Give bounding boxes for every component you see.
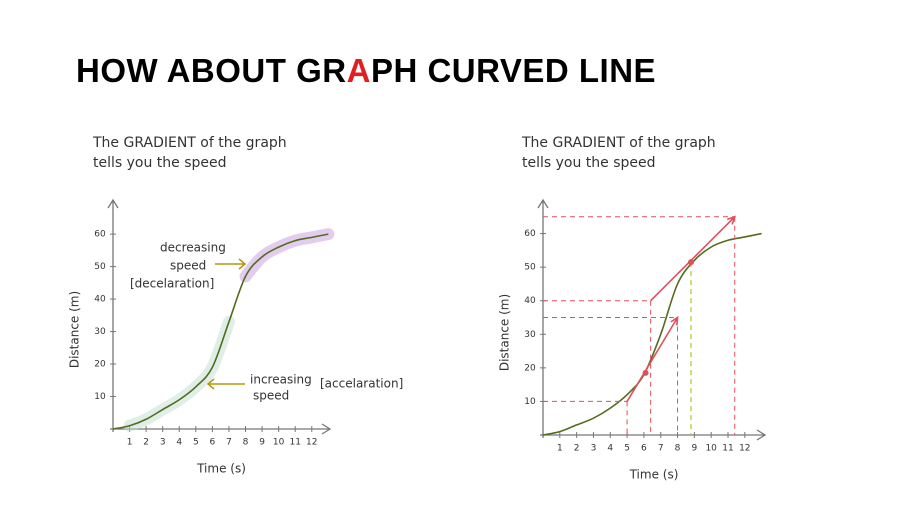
subtitle: tells you the speed [93, 155, 227, 171]
tangent [650, 215, 737, 302]
y-tick-label: 10 [524, 397, 536, 407]
acceleration-highlight [123, 315, 235, 432]
tangent [626, 315, 679, 402]
y-tick-label: 60 [524, 229, 536, 239]
x-tick-label: 11 [289, 438, 300, 448]
annotation: increasing [250, 373, 312, 387]
axis [540, 429, 767, 441]
title-part: A [346, 52, 371, 89]
x-tick-label: 5 [624, 444, 630, 454]
x-tick-label: 1 [127, 438, 133, 448]
axis [107, 198, 119, 432]
annotation: [accelaration] [320, 377, 403, 391]
x-tick-label: 12 [306, 438, 317, 448]
x-tick-label: 4 [176, 438, 182, 448]
x-tick-label: 3 [591, 444, 597, 454]
axis [110, 423, 332, 435]
x-tick-label: 8 [243, 438, 249, 448]
y-axis-label: Distance (m) [68, 291, 82, 368]
x-tick-label: 6 [641, 444, 647, 454]
y-tick-label: 20 [524, 363, 536, 373]
x-tick-label: 7 [658, 444, 664, 454]
x-tick-label: 6 [210, 438, 216, 448]
x-tick-label: 9 [691, 444, 697, 454]
x-tick-label: 10 [705, 444, 717, 454]
x-tick-label: 3 [160, 438, 166, 448]
point [642, 369, 649, 376]
curve [112, 233, 329, 430]
x-tick-label: 1 [557, 444, 563, 454]
x-tick-label: 12 [739, 444, 750, 454]
y-tick-label: 50 [524, 263, 536, 273]
annotation: speed [170, 259, 206, 273]
curve [542, 232, 762, 436]
annotation-arrow [206, 378, 245, 390]
annotation: speed [253, 389, 289, 403]
title-part: PH CURVED LINE [370, 52, 657, 89]
x-axis-label: Time (s) [629, 468, 679, 482]
x-axis-label: Time (s) [196, 462, 246, 476]
chart: The GRADIENT of the graph tells you the s… [68, 135, 404, 476]
subtitle: The GRADIENT of the graph [521, 135, 716, 151]
y-tick-label: 40 [94, 295, 106, 305]
x-tick-label: 7 [226, 438, 232, 448]
y-axis-label: Distance (m) [498, 294, 512, 371]
y-tick-label: 40 [524, 296, 536, 306]
x-tick-label: 10 [273, 438, 285, 448]
y-tick-label: 30 [524, 330, 536, 340]
x-tick-label: 9 [259, 438, 265, 448]
subtitle: The GRADIENT of the graph [92, 135, 287, 151]
x-tick-label: 8 [675, 444, 681, 454]
x-tick-label: 2 [143, 438, 149, 448]
slide-title: HOW ABOUT GRAPH CURVED LINE [76, 52, 656, 90]
y-tick-label: 60 [94, 230, 106, 240]
title-part: HOW ABOUT GR [76, 52, 347, 89]
x-tick-label: 11 [722, 444, 733, 454]
y-tick-label: 10 [94, 392, 106, 402]
subtitle: tells you the speed [522, 155, 656, 171]
y-tick-label: 50 [94, 262, 106, 272]
y-tick-label: 30 [94, 327, 106, 337]
y-tick-label: 20 [94, 360, 106, 370]
x-tick-label: 4 [607, 444, 613, 454]
x-tick-label: 5 [193, 438, 199, 448]
chart: The GRADIENT of the graph tells you the s… [498, 135, 767, 482]
x-tick-label: 2 [574, 444, 580, 454]
point [688, 259, 694, 266]
axis [537, 198, 549, 438]
annotation: decreasing [160, 241, 226, 255]
annotation: [decelaration] [130, 277, 214, 291]
annotation-arrow [215, 258, 247, 270]
deceleration-highlight [239, 228, 335, 283]
